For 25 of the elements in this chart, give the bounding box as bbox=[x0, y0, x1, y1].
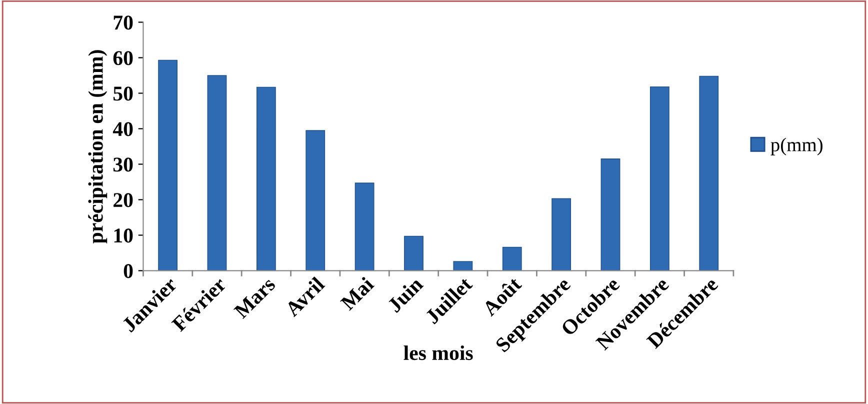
y-axis-title: précipitation en (mm) bbox=[88, 50, 108, 244]
bar bbox=[207, 75, 227, 271]
bar bbox=[256, 86, 276, 271]
x-tick-label: Mai bbox=[339, 276, 375, 312]
y-tick-label: 30 bbox=[113, 158, 133, 172]
y-tick-label: 40 bbox=[112, 122, 133, 136]
bar bbox=[600, 158, 620, 271]
bar bbox=[502, 246, 522, 271]
bar bbox=[404, 236, 424, 271]
bar bbox=[650, 86, 670, 271]
legend-label: p(mm) bbox=[770, 138, 822, 156]
y-tick-label: 50 bbox=[114, 86, 133, 101]
bar bbox=[354, 182, 374, 271]
y-tick-label: 70 bbox=[114, 16, 133, 30]
x-tick-label: Juin bbox=[386, 276, 424, 314]
bar bbox=[306, 130, 326, 271]
bar bbox=[552, 198, 571, 271]
bar bbox=[158, 60, 178, 271]
y-tick-label: 60 bbox=[113, 51, 133, 66]
bar bbox=[699, 76, 719, 271]
bar bbox=[453, 261, 473, 271]
y-tick-label: 0 bbox=[124, 264, 133, 278]
y-tick-label: 10 bbox=[114, 228, 133, 243]
y-tick-label: 20 bbox=[114, 193, 133, 208]
x-axis-title: les mois bbox=[404, 345, 473, 360]
